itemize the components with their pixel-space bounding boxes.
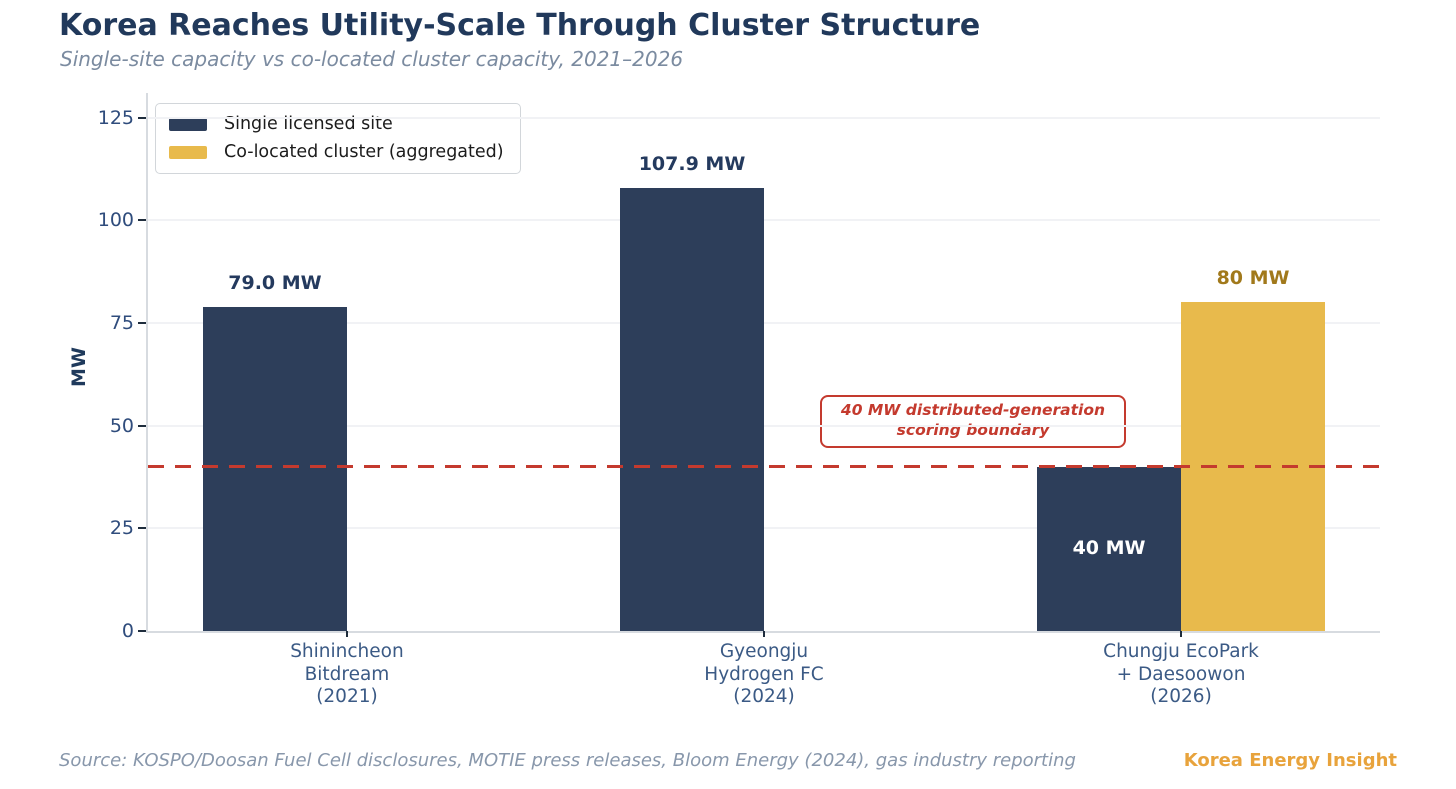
y-tick-label: 75	[109, 311, 134, 334]
x-tick-label-line: (2021)	[316, 686, 378, 707]
y-tick-label: 100	[97, 209, 134, 232]
x-tick-label: Shinincheon Bitdream (2021)	[197, 641, 497, 709]
y-tick-label: 25	[109, 517, 134, 540]
y-tick-label: 0	[121, 620, 134, 642]
grid-line	[148, 527, 1380, 530]
bar-value-label: 107.9 MW	[638, 152, 746, 175]
bar-value-label: 80 MW	[1216, 267, 1290, 290]
x-tick-label-line: + Daesoowon	[1116, 663, 1246, 685]
bar-chart-plot-area: MW 40 MW distributed-generation scoring …	[68, 93, 1380, 707]
legend: Single licensed site Co-located cluster …	[155, 103, 521, 174]
y-tick-mark	[138, 116, 146, 119]
y-tick-label: 125	[97, 106, 134, 129]
page-title: Korea Reaches Utility-Scale Through Clus…	[59, 8, 981, 43]
chart-subtitle: Single-site capacity vs co-located clust…	[60, 47, 684, 71]
legend-item-single-site: Single licensed site	[169, 114, 504, 134]
grid-line	[148, 321, 1380, 324]
y-tick-mark	[138, 630, 146, 632]
y-tick-mark	[138, 219, 146, 222]
x-tick-label-line: Bitdream	[304, 663, 390, 685]
y-tick-mark	[138, 424, 146, 427]
legend-item-cluster: Co-located cluster (aggregated)	[169, 142, 504, 162]
y-tick-label: 50	[109, 414, 134, 437]
legend-label: Co-located cluster (aggregated)	[224, 142, 504, 162]
legend-swatch-gold	[169, 145, 207, 159]
reference-annotation-box: 40 MW distributed-generation scoring bou…	[820, 395, 1126, 448]
x-tick-label-line: Gyeongju	[719, 641, 809, 662]
legend-label: Single licensed site	[224, 114, 393, 134]
x-tick-label-line: Hydrogen FC	[704, 663, 824, 685]
source-note: Source: KOSPO/Doosan Fuel Cell disclosur…	[59, 750, 1076, 771]
brand-name: Korea Energy Insight	[1183, 750, 1397, 771]
x-tick-mark	[345, 631, 348, 637]
grid-line	[148, 116, 1380, 119]
x-tick-label-line: (2024)	[733, 686, 795, 707]
bar-navy-1	[620, 187, 764, 631]
y-axis-spine	[146, 93, 148, 633]
grid-line	[148, 424, 1380, 427]
bar-value-label: 79.0 MW	[228, 271, 322, 294]
bar-navy-2	[1037, 466, 1182, 631]
x-tick-mark	[763, 631, 765, 637]
y-tick-mark	[138, 527, 146, 530]
legend-swatch-navy	[169, 117, 207, 131]
reference-annotation-line1: 40 MW distributed-generation	[840, 401, 1106, 419]
x-tick-label-line: Chungju EcoPark	[1103, 641, 1259, 662]
reference-line	[148, 464, 1380, 469]
bar-navy-0	[202, 306, 347, 631]
grid-line	[148, 219, 1380, 222]
x-tick-label: Chungju EcoPark + Daesoowon (2026)	[1031, 641, 1331, 709]
x-tick-label-line: (2026)	[1150, 686, 1212, 707]
x-tick-mark	[1180, 631, 1183, 637]
y-axis-title: MW	[68, 347, 90, 387]
x-tick-label-line: Shinincheon	[290, 641, 404, 662]
y-tick-mark	[138, 321, 146, 324]
bar-value-label: 40 MW	[1072, 537, 1146, 559]
x-tick-label: Gyeongju Hydrogen FC (2024)	[614, 641, 914, 709]
reference-annotation-line2: scoring boundary	[896, 421, 1050, 440]
